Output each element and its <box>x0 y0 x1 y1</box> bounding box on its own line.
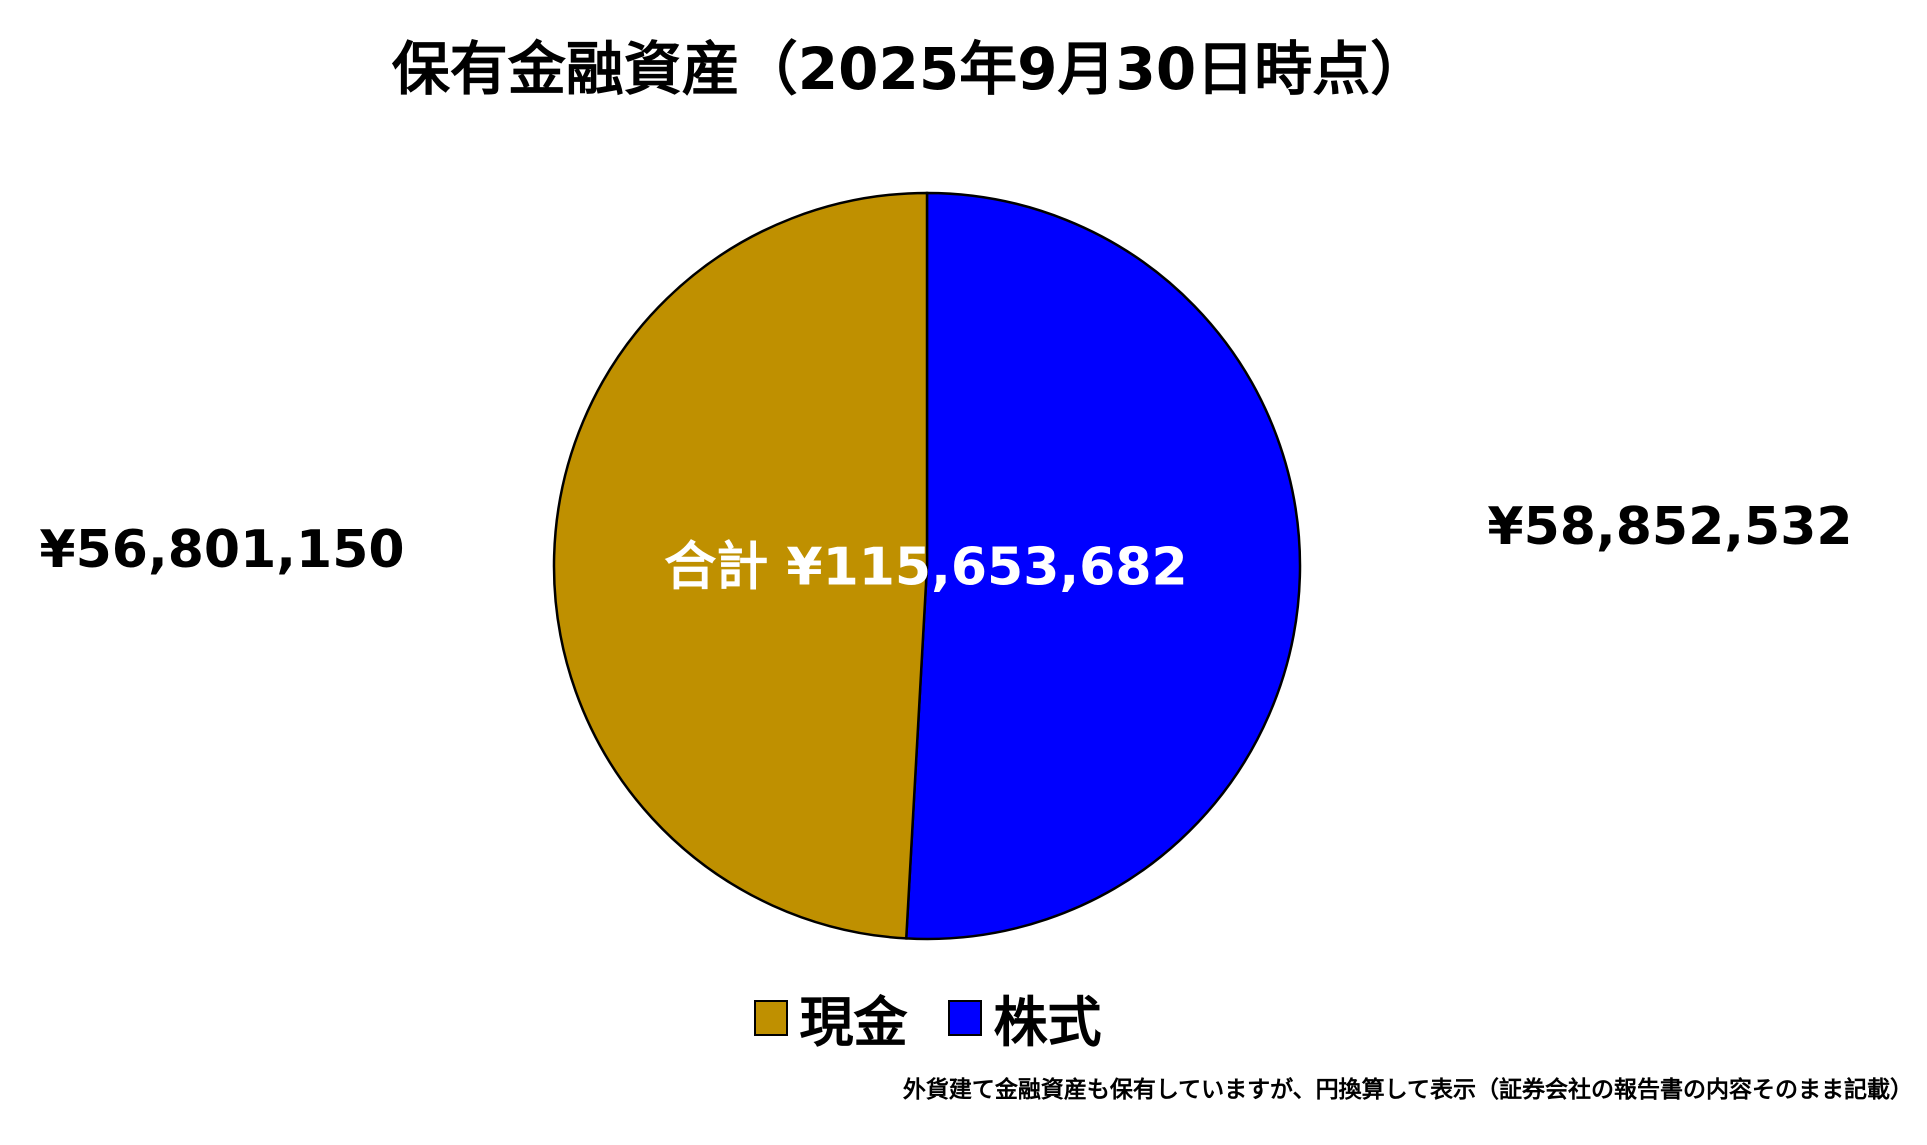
legend-item-cash: 現金 <box>753 978 908 1057</box>
legend-label: 現金 <box>799 991 908 1054</box>
pie-slice-stocks <box>904 191 1302 941</box>
slice-label-cash: ¥56,801,150 <box>39 520 405 580</box>
slice-label-stocks: ¥58,852,532 <box>1487 497 1853 557</box>
chart-title: 保有金融資産（2025年9月30日時点） <box>391 35 1429 103</box>
legend-swatch-stocks <box>947 999 982 1036</box>
footnote: 外貨建て金融資産も保有していますが、円換算して表示（証券会社の報告書の内容そのま… <box>902 1077 1913 1103</box>
pie-slice-cash <box>552 191 929 940</box>
total-label: 合計 ¥115,653,682 <box>664 537 1188 598</box>
legend-swatch-cash <box>753 999 788 1036</box>
legend-item-stocks: 株式 <box>947 978 1102 1057</box>
legend-label: 株式 <box>993 991 1102 1054</box>
legend: 現金 株式 <box>0 978 1855 1057</box>
